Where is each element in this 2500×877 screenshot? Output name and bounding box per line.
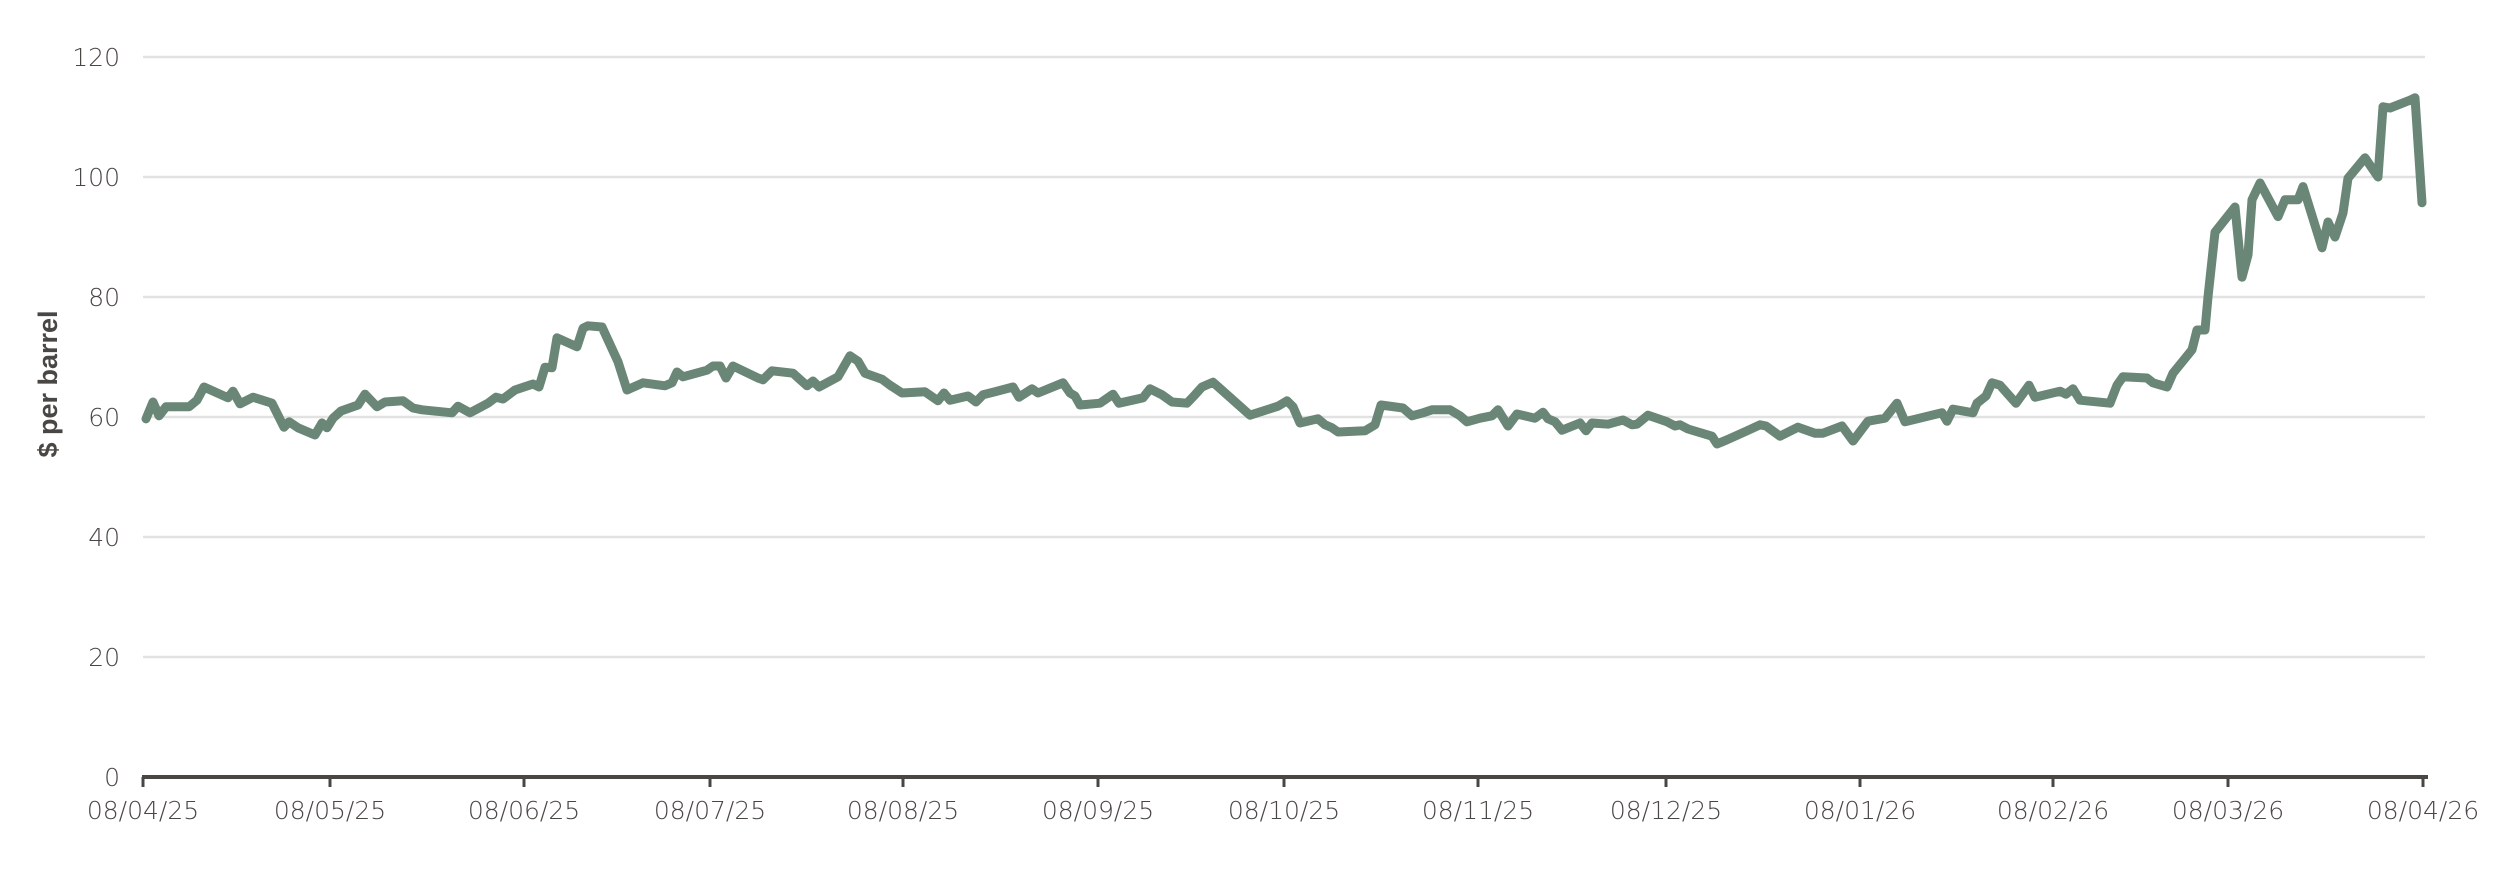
- x-tick-label: 08/10/25: [1228, 796, 1340, 825]
- gridlines: [143, 55, 2425, 659]
- x-tick-label: 08/11/25: [1422, 796, 1534, 825]
- x-tick-label: 08/03/26: [2172, 796, 2284, 825]
- price-series-line: [141, 93, 2427, 449]
- x-tick-label: 08/06/25: [468, 796, 580, 825]
- x-tick-label: 08/07/25: [654, 796, 766, 825]
- y-axis-title: $ per barrel: [33, 310, 63, 457]
- x-tick-label: 08/08/25: [847, 796, 959, 825]
- x-tick-label: 08/04/25: [87, 796, 199, 825]
- y-tick-label: 0: [104, 763, 120, 792]
- x-tick-label: 08/09/25: [1042, 796, 1154, 825]
- y-tick-label: 120: [72, 43, 120, 72]
- y-tick-label: 80: [88, 283, 120, 312]
- y-axis-tick-labels: 0 20 40 60 80 100 120: [72, 43, 120, 792]
- x-tick-label: 08/04/26: [2367, 796, 2479, 825]
- y-tick-label: 20: [88, 643, 120, 672]
- y-tick-label: 100: [72, 163, 120, 192]
- x-axis-ticks: 08/04/25 08/05/25 08/06/25 08/07/25 08/08/25…: [87, 777, 2479, 825]
- y-tick-label: 60: [88, 403, 120, 432]
- x-tick-label: 08/05/25: [274, 796, 386, 825]
- x-tick-label: 08/01/26: [1804, 796, 1916, 825]
- y-tick-label: 40: [88, 523, 120, 552]
- x-tick-label: 08/12/25: [1610, 796, 1722, 825]
- x-tick-label: 08/02/26: [1997, 796, 2109, 825]
